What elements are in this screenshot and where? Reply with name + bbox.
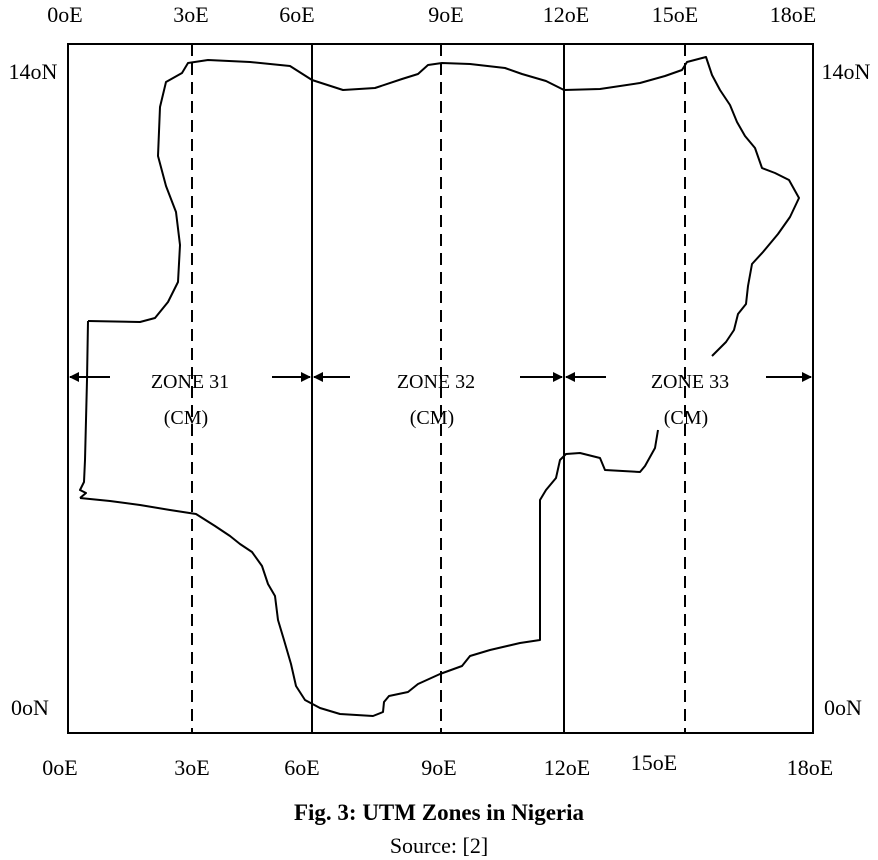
top-lon-label-3: 3oE bbox=[173, 2, 208, 27]
figure-caption-title: Fig. 3: UTM Zones in Nigeria bbox=[293, 800, 585, 825]
top-longitude-labels: 0oE 3oE 6oE 9oE 12oE 15oE 18oE bbox=[47, 2, 816, 27]
zone-32-cm: (CM) bbox=[410, 407, 454, 429]
top-lon-label-6: 6oE bbox=[279, 2, 314, 27]
top-lon-label-9: 9oE bbox=[428, 2, 463, 27]
bottom-lon-label-9: 9oE bbox=[421, 755, 456, 780]
nigeria-outline-southeast bbox=[79, 429, 659, 717]
bottom-lon-label-3: 3oE bbox=[174, 755, 209, 780]
zone-33-cm: (CM) bbox=[664, 407, 708, 429]
bottom-longitude-labels: 0oE 3oE 6oE 9oE 12oE 15oE 18oE bbox=[42, 750, 833, 780]
lat-label-0n-left: 0oN bbox=[11, 695, 49, 720]
bottom-lon-label-12: 12oE bbox=[544, 755, 590, 780]
zone-31-cm: (CM) bbox=[164, 407, 208, 429]
top-lon-label-12: 12oE bbox=[543, 2, 589, 27]
zone-31-label: ZONE 31 bbox=[151, 371, 229, 393]
bottom-lon-label-18: 18oE bbox=[787, 755, 833, 780]
top-lon-label-15: 15oE bbox=[652, 2, 698, 27]
figure-caption-source: Source: [2] bbox=[389, 833, 489, 858]
bottom-lon-label-0: 0oE bbox=[42, 755, 77, 780]
top-lon-label-0: 0oE bbox=[47, 2, 82, 27]
nigeria-outline bbox=[87, 56, 800, 357]
bottom-lon-label-15: 15oE bbox=[631, 750, 677, 775]
nigeria-outline-west bbox=[79, 320, 89, 499]
bottom-lon-label-6: 6oE bbox=[284, 755, 319, 780]
zone-33-label: ZONE 33 bbox=[651, 371, 729, 393]
zone-32-label: ZONE 32 bbox=[397, 371, 475, 393]
top-lon-label-18: 18oE bbox=[770, 2, 816, 27]
lat-label-14n-right: 14oN bbox=[822, 59, 871, 84]
lat-label-0n-right: 0oN bbox=[824, 695, 862, 720]
lat-label-14n-left: 14oN bbox=[9, 59, 58, 84]
